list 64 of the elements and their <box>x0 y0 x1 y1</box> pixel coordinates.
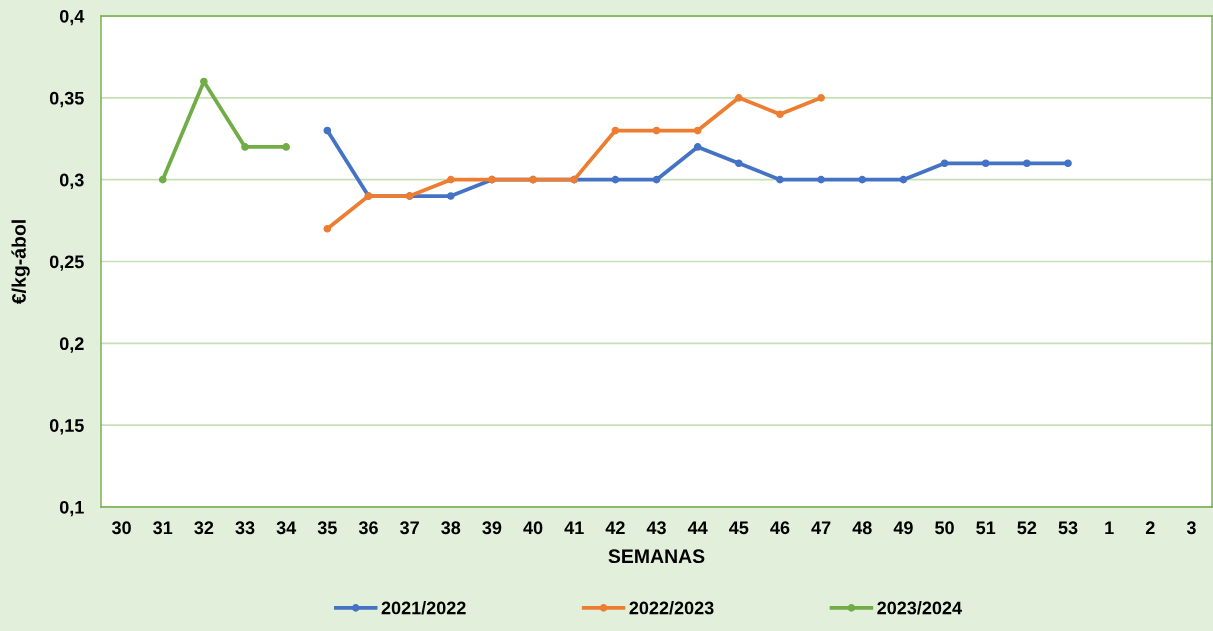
x-tick-label: 33 <box>235 521 255 535</box>
y-tick-label: 0,25 <box>49 255 84 271</box>
x-tick-label: 44 <box>687 521 708 534</box>
x-tick-label: 51 <box>976 521 996 535</box>
point <box>323 224 332 233</box>
x-axis-title: SEMANAS <box>608 549 705 564</box>
x-tick-label: 47 <box>811 521 831 534</box>
x-tick-label: 30 <box>111 521 131 535</box>
x-tick-label: 38 <box>441 521 461 535</box>
x-tick-label: 50 <box>935 521 954 535</box>
y-tick-label: 0,15 <box>49 419 84 435</box>
point <box>693 126 702 135</box>
y-tick-label: 0,2 <box>59 337 84 353</box>
x-tick-label: 40 <box>523 521 543 535</box>
x-tick-label: 3 <box>1186 521 1196 535</box>
x-tick-label: 48 <box>852 521 872 535</box>
point <box>1064 159 1072 168</box>
point <box>652 175 661 184</box>
point <box>776 110 784 119</box>
point <box>693 143 702 151</box>
x-tick-label: 1 <box>1105 521 1114 534</box>
legend-label: 2023/2024 <box>877 601 962 615</box>
point <box>734 94 743 102</box>
x-tick-label: 36 <box>358 521 378 535</box>
point <box>611 175 620 184</box>
x-tick-label: 2 <box>1145 521 1155 534</box>
x-tick-label: 52 <box>1017 521 1037 535</box>
y-tick-label: 0,4 <box>59 9 85 26</box>
x-tick-label: 37 <box>399 521 419 535</box>
y-tick-label: 0,3 <box>59 173 84 189</box>
point <box>446 175 455 184</box>
point <box>734 159 743 168</box>
x-tick-label: 46 <box>770 521 790 535</box>
x-tick-label: 34 <box>276 521 297 535</box>
point <box>981 159 990 168</box>
x-tick-label: 35 <box>317 521 337 535</box>
point <box>899 175 908 184</box>
point <box>817 175 825 184</box>
point <box>652 126 661 135</box>
legend-label: 2022/2023 <box>629 601 714 615</box>
x-tick-label: 45 <box>729 521 749 535</box>
point <box>817 94 825 102</box>
point <box>323 126 332 135</box>
x-tick-label: 41 <box>564 521 584 534</box>
x-tick-label: 32 <box>194 521 214 535</box>
point <box>282 143 290 151</box>
x-tick-label: 49 <box>893 521 913 535</box>
y-axis-title: €/kg-ábol <box>11 220 30 305</box>
x-tick-label: 39 <box>482 521 502 535</box>
point <box>611 126 620 135</box>
y-tick-label: 0,1 <box>59 500 84 517</box>
x-tick-label: 43 <box>646 521 666 535</box>
point <box>858 175 867 184</box>
point <box>158 175 167 184</box>
y-tick-label: 0,35 <box>49 91 84 108</box>
point <box>241 143 249 151</box>
x-tick-label: 42 <box>605 521 625 534</box>
x-tick-label: 53 <box>1058 521 1078 535</box>
point <box>776 175 784 184</box>
x-tick-label: 31 <box>153 521 173 535</box>
legend-label: 2021/2022 <box>381 601 466 615</box>
point <box>446 192 455 200</box>
point <box>1023 159 1031 168</box>
point <box>940 159 949 168</box>
